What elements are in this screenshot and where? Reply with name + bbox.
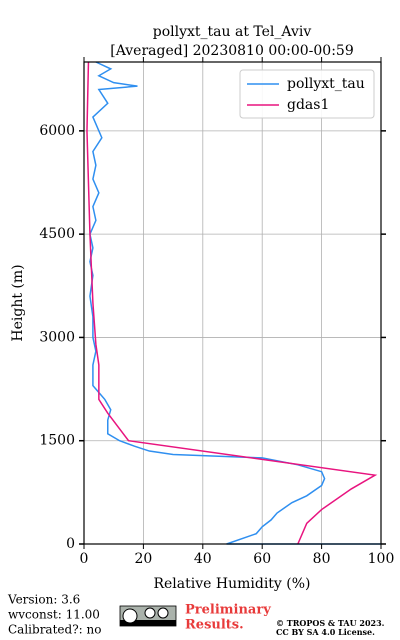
- data-line: [89, 61, 381, 545]
- copyright: © TROPOS & TAU 2023.: [276, 618, 385, 628]
- legend-label: gdas1: [287, 97, 329, 113]
- calibrated: Calibrated?: no: [8, 623, 101, 637]
- y-tick-label: 1500: [39, 433, 75, 449]
- results: Results.: [185, 618, 244, 633]
- chart-subtitle: [Averaged] 20230810 00:00-00:59: [110, 43, 354, 59]
- x-tick-label: 80: [313, 551, 331, 567]
- plot-area: [83, 61, 382, 545]
- wvconst: wvconst: 11.00: [8, 608, 100, 622]
- legend-label: pollyxt_tau: [287, 76, 365, 92]
- legend: pollyxt_tau gdas1: [239, 69, 375, 119]
- version: Version: 3.6: [7, 593, 80, 607]
- y-tick-label: 6000: [39, 123, 75, 139]
- y-tick-label: 0: [66, 536, 75, 552]
- x-tick-label: 0: [80, 551, 89, 567]
- data-line: [86, 61, 378, 545]
- license: CC BY SA 4.0 License.: [276, 627, 375, 637]
- x-tick-label: 100: [368, 551, 395, 567]
- y-axis-label: Height (m): [10, 264, 26, 341]
- y-tick-label: 4500: [39, 226, 75, 242]
- legend-box: [239, 69, 375, 119]
- chart-title: pollyxt_tau at Tel_Aviv: [153, 24, 312, 40]
- x-axis-label: Relative Humidity (%): [153, 576, 310, 592]
- y-tick-label: 3000: [39, 329, 75, 345]
- cc-logo: [119, 605, 177, 627]
- x-tick-label: 20: [134, 551, 152, 567]
- preliminary: Preliminary: [185, 603, 271, 618]
- x-tick-label: 40: [194, 551, 212, 567]
- plot-frame: [83, 61, 382, 545]
- x-tick-label: 60: [253, 551, 271, 567]
